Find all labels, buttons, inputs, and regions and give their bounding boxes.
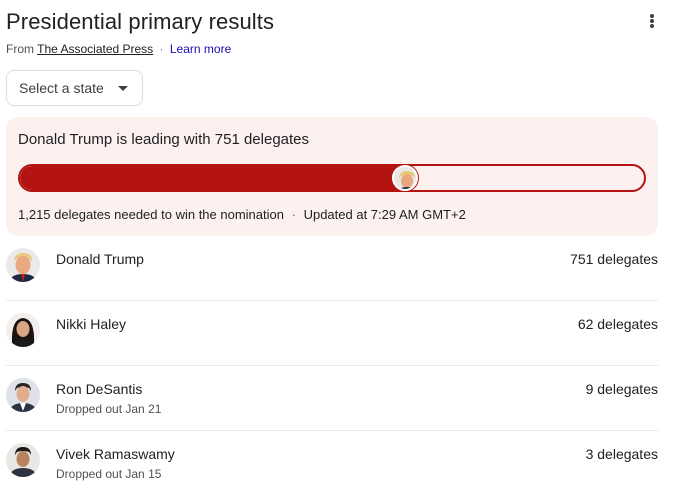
dropdown-arrow-icon	[117, 85, 128, 91]
nomination-note: 1,215 delegates needed to win the nomina…	[18, 207, 466, 222]
candidate-name: Donald Trump	[56, 251, 144, 267]
haley-avatar	[6, 313, 40, 347]
source-link[interactable]: The Associated Press	[37, 42, 154, 56]
delegates-needed-text: 1,215 delegates needed to win the nomina…	[18, 207, 284, 222]
leader-avatar-marker	[391, 165, 418, 191]
candidate-delegates: 9 delegates	[585, 381, 658, 397]
candidate-name: Ron DeSantis	[56, 381, 143, 397]
candidate-row[interactable]: Donald Trump 751 delegates	[6, 236, 658, 301]
note-separator: ·	[291, 207, 296, 222]
candidate-row[interactable]: Nikki Haley 62 delegates	[6, 301, 658, 366]
candidate-row[interactable]: Vivek Ramaswamy Dropped out Jan 15 3 del…	[6, 431, 658, 486]
header: Presidential primary results From The As…	[6, 8, 666, 57]
page-title: Presidential primary results	[6, 9, 275, 34]
more-options-icon[interactable]	[644, 12, 660, 30]
candidate-delegates: 3 delegates	[585, 446, 658, 462]
delegate-progress-bar	[18, 164, 646, 192]
desantis-avatar	[6, 378, 40, 412]
source-separator: ·	[159, 42, 164, 56]
state-select-label: Select a state	[19, 80, 104, 96]
source-line: From The Associated Press · Learn more	[6, 41, 666, 57]
candidate-status: Dropped out Jan 15	[56, 467, 162, 481]
leader-text: Donald Trump is leading with 751 delegat…	[18, 131, 310, 148]
state-select[interactable]: Select a state	[6, 70, 143, 106]
candidate-delegates: 751 delegates	[570, 251, 658, 267]
candidate-status: Dropped out Jan 21	[56, 402, 162, 416]
candidate-list: Donald Trump 751 delegates Nikki Haley 6…	[6, 236, 658, 486]
delegate-progress-fill	[20, 166, 406, 190]
trump-avatar	[6, 248, 40, 282]
candidate-delegates: 62 delegates	[577, 316, 658, 332]
candidate-name: Vivek Ramaswamy	[56, 446, 175, 462]
ramaswamy-avatar	[6, 443, 40, 477]
leader-summary-card: Donald Trump is leading with 751 delegat…	[6, 117, 658, 236]
candidate-row[interactable]: Ron DeSantis Dropped out Jan 21 9 delega…	[6, 366, 658, 431]
source-prefix: From	[6, 42, 34, 56]
learn-more-link[interactable]: Learn more	[169, 42, 232, 56]
candidate-name: Nikki Haley	[56, 316, 127, 332]
updated-time-text: Updated at 7:29 AM GMT+2	[303, 207, 466, 222]
